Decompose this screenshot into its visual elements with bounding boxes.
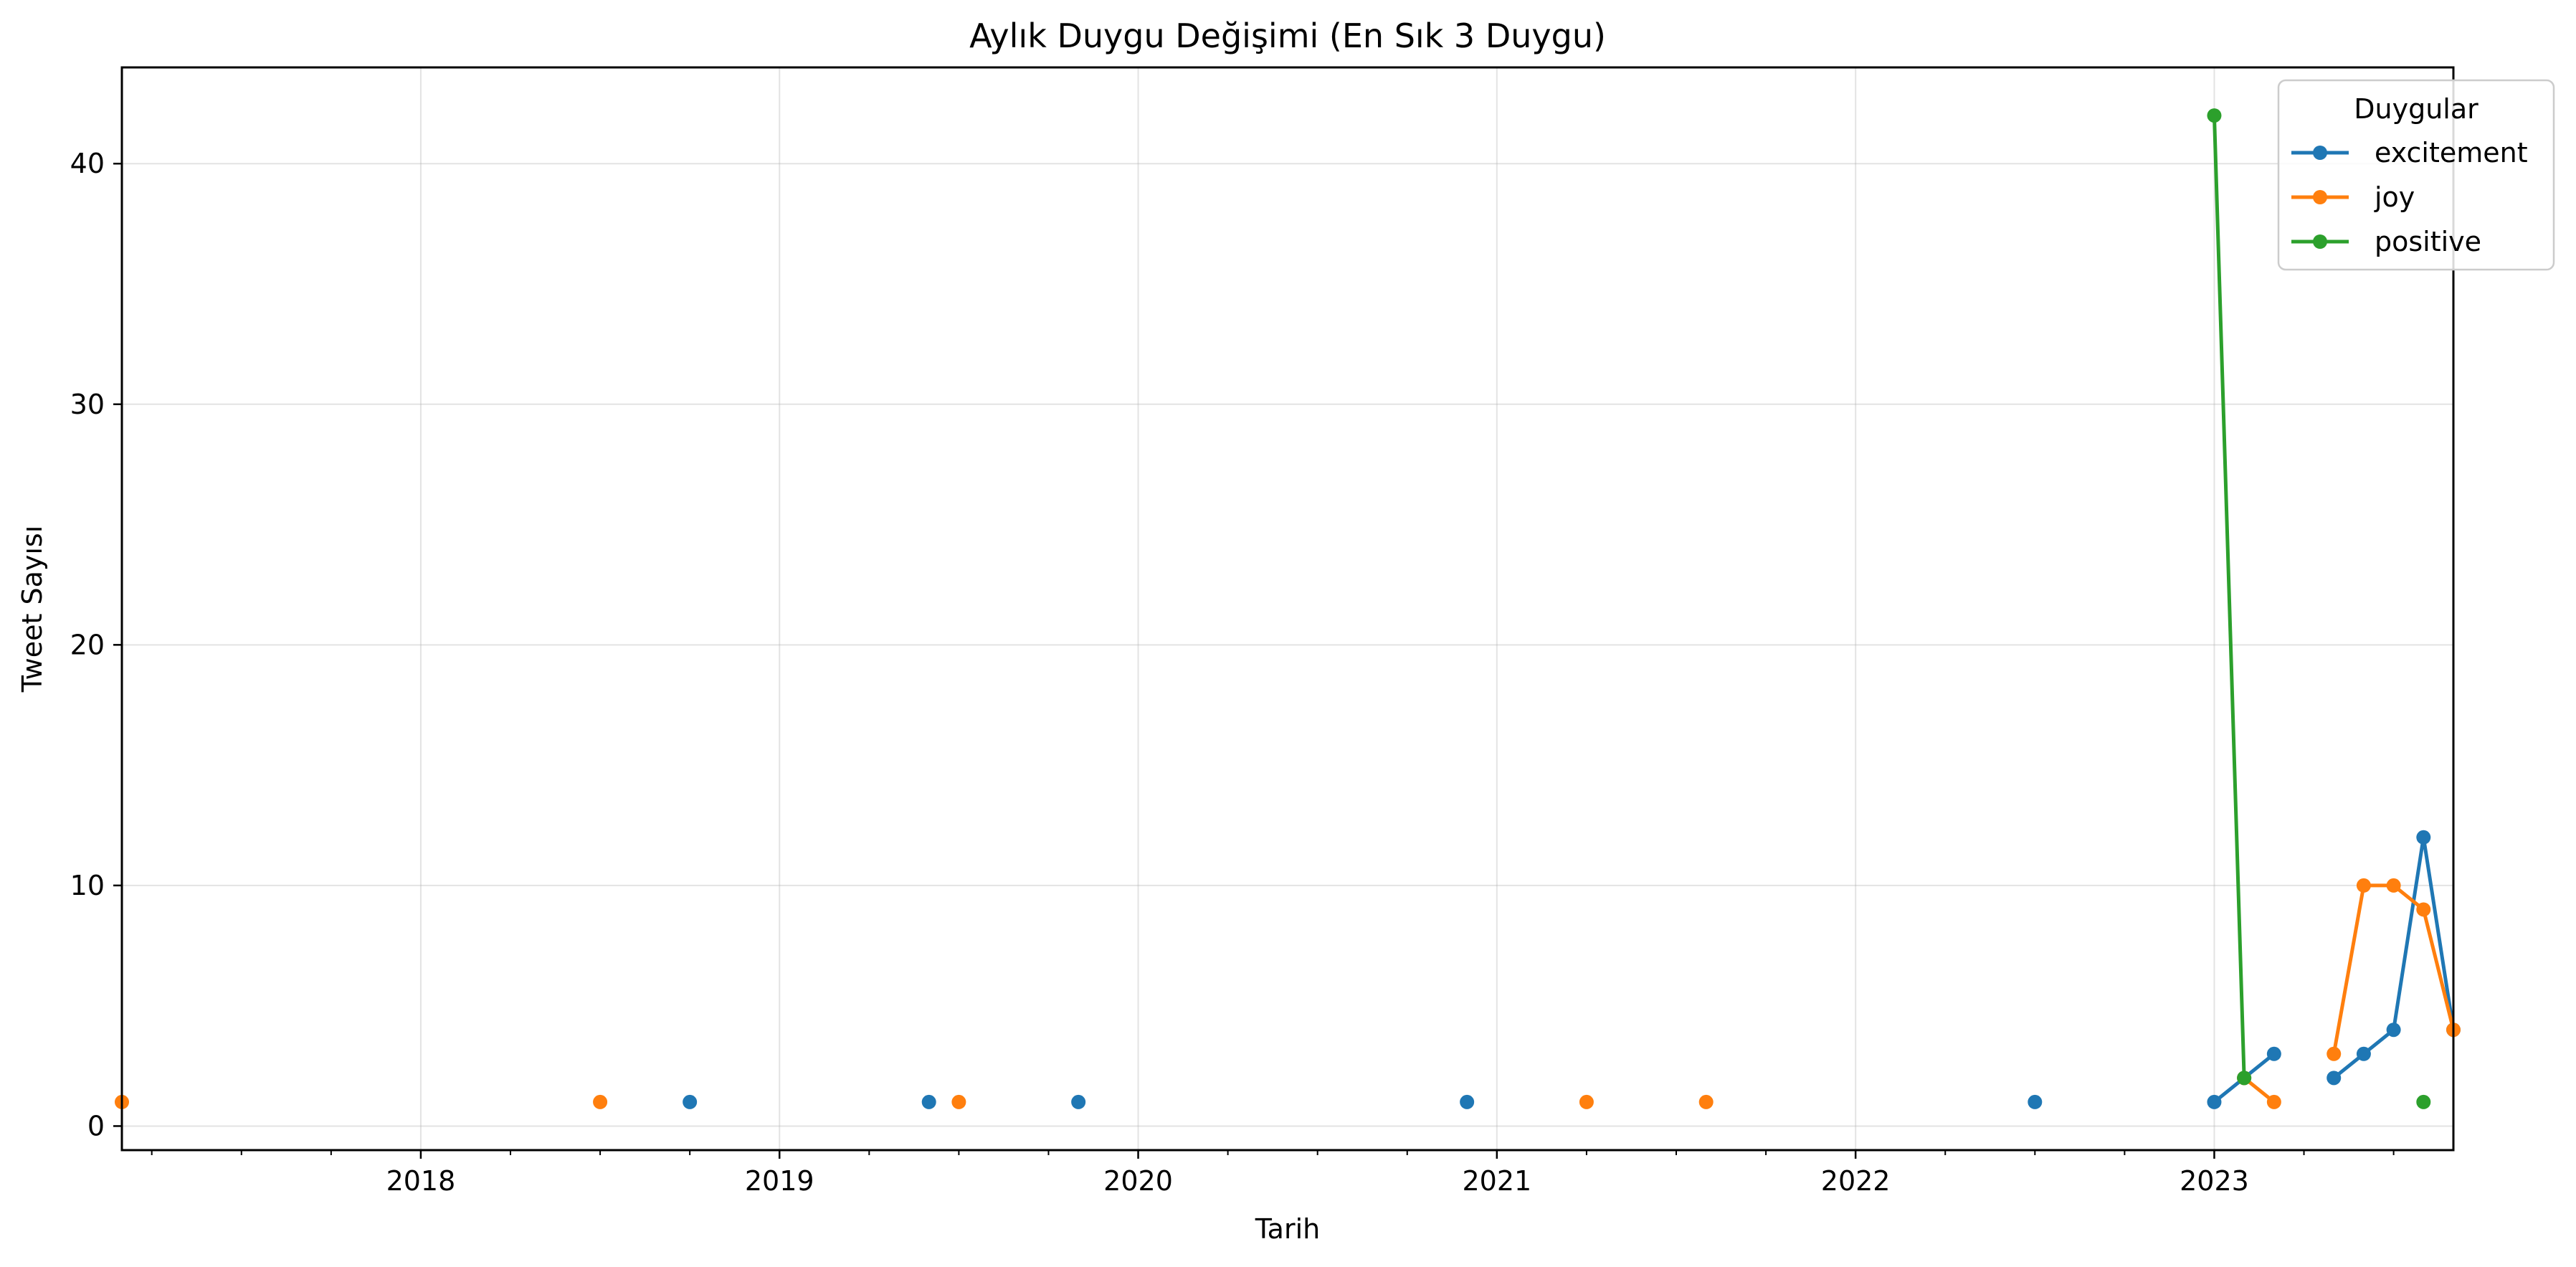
data-point-excitement [2386,1022,2401,1038]
data-point-joy [1579,1094,1594,1109]
series-excitement [683,830,2461,1109]
data-point-joy [2416,902,2431,917]
x-tick-label: 2019 [745,1165,814,1197]
legend-entry-positive: positive [2291,226,2481,257]
data-point-excitement [1071,1094,1086,1109]
y-tick-label: 20 [70,629,105,660]
legend-marker-positive [2313,234,2327,249]
plot-frame [120,66,2455,1152]
data-point-positive [2237,1071,2252,1086]
series-positive [2207,108,2431,1109]
data-point-excitement [2028,1094,2043,1109]
legend-entry-joy: joy [2291,181,2415,213]
data-point-joy [951,1094,966,1109]
data-point-joy [1698,1094,1714,1109]
y-tick-label: 30 [70,389,105,420]
y-tick-label: 0 [87,1110,105,1142]
legend-entry-excitement: excitement [2291,137,2528,169]
legend-box [2277,79,2555,271]
data-point-joy [2356,878,2371,893]
data-point-excitement [683,1094,698,1109]
data-point-joy [2266,1094,2281,1109]
legend: Duygular excitement joy positive [2277,79,2555,271]
x-tick-label: 2020 [1103,1165,1173,1197]
data-point-positive [2207,108,2222,123]
data-point-excitement [2207,1094,2222,1109]
data-point-excitement [2416,830,2431,845]
data-point-joy [2327,1046,2342,1061]
series-line-positive [2212,113,2246,1080]
data-point-excitement [2327,1071,2342,1086]
data-point-excitement [2356,1046,2371,1061]
y-tick-label: 40 [70,148,105,179]
legend-marker-joy [2313,190,2327,204]
x-axis: 2018 2019 2020 2021 2022 2023 [386,1150,2249,1197]
data-point-excitement [1460,1094,1475,1109]
legend-title: Duygular [2354,93,2478,125]
grid-lines [122,67,2453,1150]
y-axis: 0 10 20 30 40 [70,148,122,1142]
x-tick-label: 2021 [1462,1165,1531,1197]
series-joy [115,878,2461,1109]
x-tick-label: 2023 [2180,1165,2249,1197]
data-point-positive [2416,1094,2431,1109]
data-point-joy [593,1094,608,1109]
series-layer [115,108,2461,1109]
legend-marker-excitement [2313,146,2327,160]
y-tick-label: 10 [70,870,105,901]
y-axis-label: Tweet Sayısı [16,526,48,693]
chart-title: Aylık Duygu Değişimi (En Sık 3 Duygu) [969,16,1606,55]
legend-label-joy: joy [2374,181,2415,213]
x-tick-label: 2018 [386,1165,456,1197]
x-axis-label: Tarih [1255,1213,1320,1245]
data-point-excitement [921,1094,936,1109]
legend-label-positive: positive [2375,226,2481,257]
legend-label-excitement: excitement [2375,137,2528,169]
x-tick-label: 2022 [1821,1165,1891,1197]
data-point-joy [2386,878,2401,893]
data-point-excitement [2266,1046,2281,1061]
